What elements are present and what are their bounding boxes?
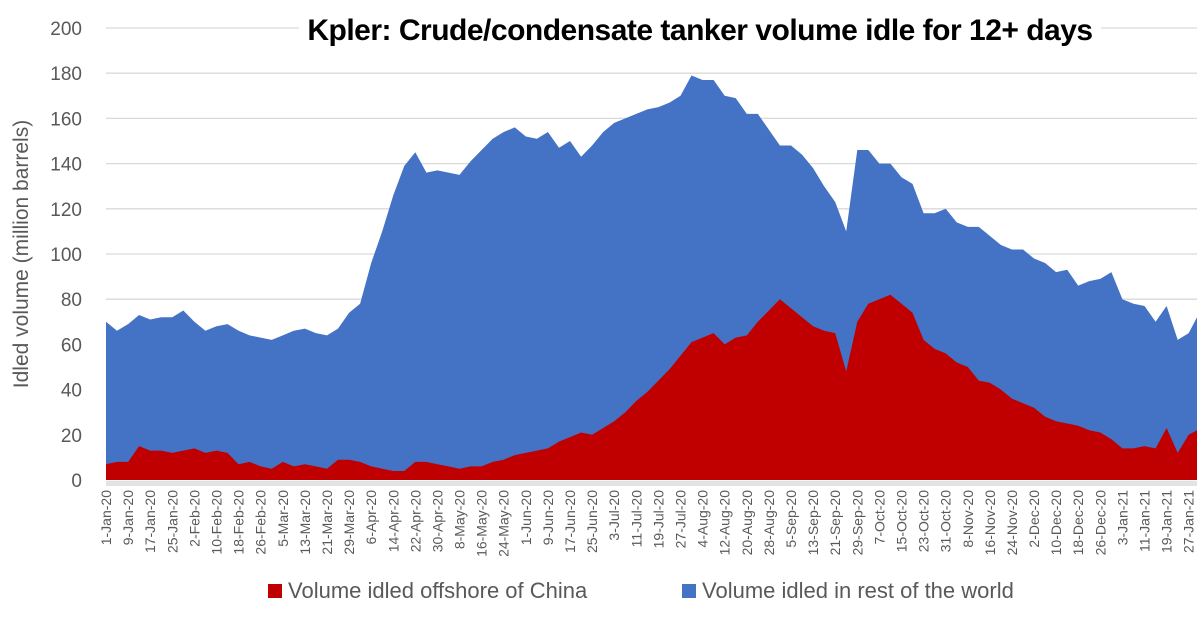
x-tick-label: 8-May-20 <box>452 490 468 549</box>
y-tick-label: 40 <box>61 381 82 402</box>
x-tick-label: 11-Jul-20 <box>628 490 644 548</box>
x-axis-minor-ticks <box>106 481 1197 486</box>
y-tick-label: 60 <box>61 335 82 356</box>
y-tick-label: 160 <box>50 109 82 130</box>
x-tick-label: 16-Nov-20 <box>982 490 998 556</box>
legend-item-china: Volume idled offshore of China <box>268 578 587 604</box>
x-tick-label: 19-Jan-21 <box>1159 490 1175 553</box>
x-tick-label: 17-Jan-20 <box>142 490 158 553</box>
area-china <box>106 294 1197 480</box>
x-tick-label: 18-Dec-20 <box>1070 490 1086 556</box>
x-tick-label: 31-Oct-20 <box>938 490 954 552</box>
x-tick-label: 25-Jan-20 <box>164 490 180 553</box>
x-tick-label: 21-Sep-20 <box>827 490 843 556</box>
y-tick-label: 180 <box>50 64 82 85</box>
y-tick-label: 20 <box>61 426 82 447</box>
x-tick-label: 29-Mar-20 <box>341 490 357 555</box>
x-tick-label: 25-Jun-20 <box>584 490 600 553</box>
x-tick-label: 10-Dec-20 <box>1048 490 1064 556</box>
x-tick-label: 26-Dec-20 <box>1092 490 1108 556</box>
y-tick-label: 100 <box>50 245 82 266</box>
x-tick-label: 15-Oct-20 <box>894 490 910 552</box>
x-tick-label: 30-Apr-20 <box>429 490 445 552</box>
x-tick-label: 8-Nov-20 <box>960 490 976 548</box>
x-tick-label: 4-Aug-20 <box>695 490 711 548</box>
x-tick-label: 14-Apr-20 <box>385 490 401 552</box>
x-tick-label: 5-Sep-20 <box>783 490 799 548</box>
x-tick-label: 11-Jan-21 <box>1137 490 1153 552</box>
x-tick-label: 1-Jun-20 <box>518 490 534 545</box>
x-axis-line <box>106 481 1197 486</box>
legend-swatch-world <box>682 584 696 598</box>
x-tick-label: 17-Jun-20 <box>562 490 578 553</box>
y-tick-label: 120 <box>50 200 82 221</box>
chart-title: Kpler: Crude/condensate tanker volume id… <box>200 14 1200 48</box>
y-tick-label: 80 <box>61 290 82 311</box>
y-tick-label: 140 <box>50 155 82 176</box>
x-tick-label: 22-Apr-20 <box>407 490 423 552</box>
x-tick-label: 26-Feb-20 <box>253 490 269 555</box>
legend: Volume idled offshore of China Volume id… <box>0 578 1200 608</box>
x-tick-label: 27-Jul-20 <box>673 490 689 549</box>
x-tick-label: 27-Jan-21 <box>1181 490 1197 553</box>
x-tick-label: 1-Jan-20 <box>98 490 114 545</box>
x-tick-label: 24-May-20 <box>496 490 512 557</box>
x-tick-label: 2-Dec-20 <box>1026 490 1042 548</box>
legend-item-world: Volume idled in rest of the world <box>682 578 1014 604</box>
x-tick-label: 13-Sep-20 <box>805 490 821 556</box>
x-tick-label: 5-Mar-20 <box>275 490 291 547</box>
x-tick-label: 24-Nov-20 <box>1004 490 1020 556</box>
chart-title-text: Kpler: Crude/condensate tanker volume id… <box>299 14 1101 47</box>
x-tick-label: 18-Feb-20 <box>231 490 247 555</box>
x-tick-label: 29-Sep-20 <box>849 490 865 556</box>
x-tick-label: 3-Jul-20 <box>606 490 622 541</box>
x-tick-label: 7-Oct-20 <box>871 490 887 545</box>
y-tick-label: 0 <box>71 471 82 492</box>
x-tick-label: 23-Oct-20 <box>916 490 932 552</box>
x-tick-label: 28-Aug-20 <box>761 490 777 556</box>
x-tick-label: 19-Jul-20 <box>650 490 666 549</box>
legend-swatch-china <box>268 584 282 598</box>
x-tick-label: 6-Apr-20 <box>363 490 379 545</box>
y-axis-label: Idled volume (million barrels) <box>10 119 33 389</box>
x-axis-tick-labels: 1-Jan-20 9-Jan-20 17-Jan-20 25-Jan-20 2-Feb-… <box>98 490 1197 557</box>
legend-label-world: Volume idled in rest of the world <box>702 578 1014 603</box>
legend-label-china: Volume idled offshore of China <box>288 578 588 603</box>
x-tick-label: 10-Feb-20 <box>209 490 225 555</box>
x-tick-label: 9-Jun-20 <box>540 490 556 545</box>
x-tick-label: 9-Jan-20 <box>120 490 136 545</box>
x-tick-label: 2-Feb-20 <box>186 490 202 547</box>
y-tick-label: 200 <box>50 19 82 40</box>
x-tick-label: 13-Mar-20 <box>297 490 313 555</box>
x-tick-label: 12-Aug-20 <box>717 490 733 556</box>
x-tick-label: 16-May-20 <box>474 490 490 557</box>
x-tick-label: 20-Aug-20 <box>739 490 755 556</box>
x-tick-label: 3-Jan-21 <box>1114 490 1130 545</box>
y-axis-ticks: 0 20 40 60 80 100 120 140 160 180 200 <box>50 19 82 492</box>
x-tick-label: 21-Mar-20 <box>319 490 335 555</box>
